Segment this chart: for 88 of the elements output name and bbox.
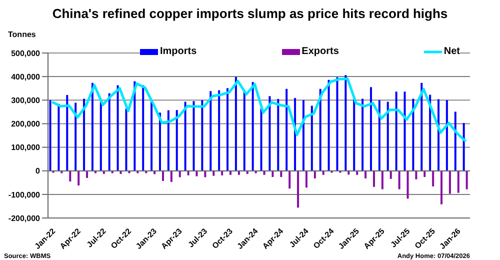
bar [466, 170, 468, 190]
bar [69, 170, 72, 182]
bar [310, 106, 313, 171]
legend-label: Exports [300, 46, 339, 57]
bar [66, 94, 68, 171]
bar [297, 170, 300, 208]
bar [395, 92, 398, 171]
bar [372, 170, 375, 187]
y-tick-label: 100,000 [11, 143, 41, 152]
bar [314, 170, 316, 178]
bar [142, 85, 144, 171]
bar [440, 170, 443, 204]
bar [462, 123, 465, 171]
bar [192, 101, 195, 171]
bar [364, 170, 367, 178]
y-axis-title: Tonnes [8, 30, 36, 39]
bar [49, 100, 52, 171]
bar [125, 108, 128, 171]
bar [243, 91, 246, 171]
bar [78, 170, 80, 186]
bar [196, 170, 198, 176]
bar [286, 88, 288, 171]
y-tick-label: -200,000 [8, 214, 41, 223]
bar [390, 170, 392, 179]
y-tick-label: 400,000 [11, 72, 41, 82]
bar [212, 170, 215, 176]
bar [370, 87, 372, 171]
bar [272, 170, 274, 177]
bar [210, 91, 212, 171]
bar [252, 82, 254, 171]
y-tick-label: 500,000 [11, 48, 41, 58]
bar [305, 170, 308, 188]
bar [277, 98, 280, 171]
bar [404, 92, 406, 171]
bar [415, 170, 418, 180]
y-tick-label: 0 [36, 166, 41, 176]
bar [378, 100, 380, 171]
bar [457, 170, 460, 193]
bar [429, 94, 432, 171]
bar [162, 170, 164, 181]
bar [260, 108, 262, 171]
bar [74, 102, 77, 171]
bar [280, 170, 282, 177]
bar [398, 170, 400, 190]
chart-title: China's refined copper imports slump as price hits record highs [51, 6, 449, 21]
bar [218, 90, 220, 171]
legend-label: Net [442, 46, 460, 57]
bar [328, 80, 330, 171]
bar [288, 170, 291, 189]
bar [86, 170, 88, 178]
bar [362, 98, 364, 171]
bar [201, 100, 204, 171]
legend-label: Imports [159, 46, 197, 57]
bar [420, 82, 423, 171]
bar [167, 110, 170, 171]
bar [170, 170, 172, 182]
bar [58, 104, 60, 171]
y-tick-label: -100,000 [8, 190, 41, 200]
bar [424, 170, 426, 177]
bar [412, 98, 414, 171]
bar [268, 96, 271, 171]
bar [116, 85, 119, 171]
bar [302, 100, 304, 171]
bar [234, 77, 237, 171]
bar [336, 77, 338, 171]
y-tick-label: 200,000 [11, 120, 41, 129]
bar [438, 99, 440, 171]
bar [353, 99, 356, 171]
bar [91, 82, 94, 171]
bar [386, 102, 389, 171]
bar [150, 101, 153, 171]
bar [319, 88, 322, 171]
bar [176, 110, 178, 171]
bar [344, 75, 347, 171]
bar [184, 102, 186, 171]
bar [446, 100, 448, 171]
bar [432, 170, 434, 186]
bar [100, 102, 102, 171]
y-tick-label: 300,000 [11, 96, 41, 105]
bar [108, 93, 110, 171]
line-series [50, 78, 468, 143]
bar [134, 81, 136, 171]
bar [381, 170, 384, 190]
bar [406, 170, 409, 199]
bar [448, 170, 451, 194]
bar [454, 112, 456, 171]
bar [226, 88, 229, 171]
bar [83, 98, 86, 171]
